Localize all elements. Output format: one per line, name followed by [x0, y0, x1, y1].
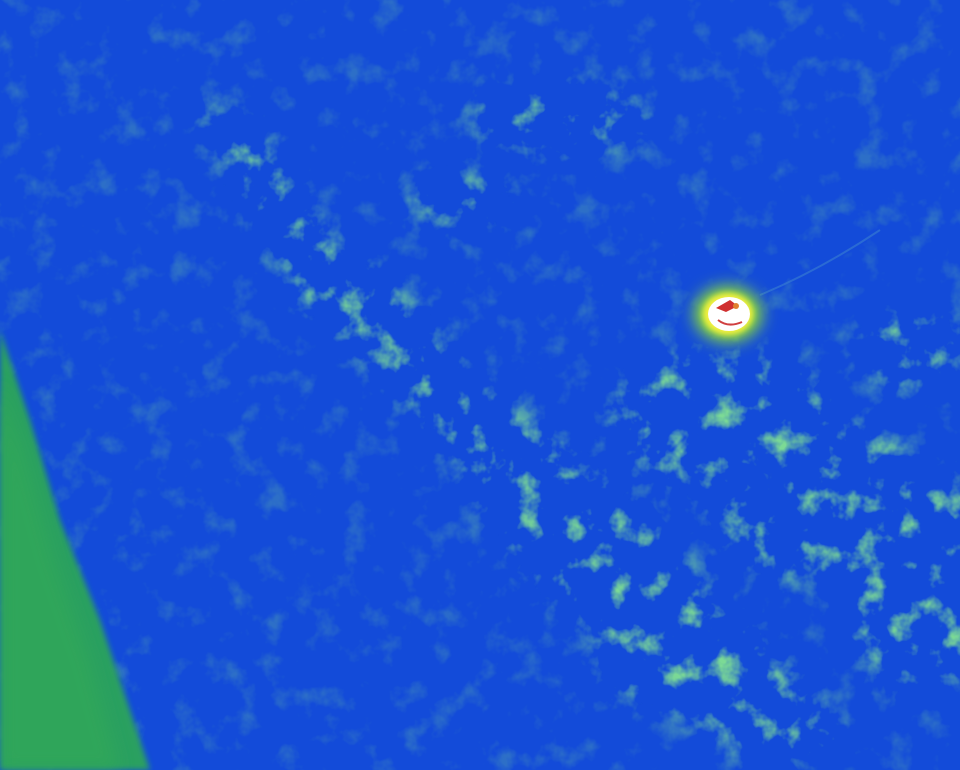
trail [759, 229, 881, 296]
hot-spot [694, 286, 762, 342]
warm-edge-core [0, 380, 120, 770]
